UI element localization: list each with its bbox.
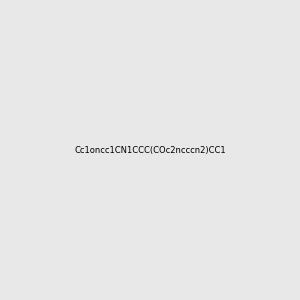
Text: Cc1oncc1CN1CCC(COc2ncccn2)CC1: Cc1oncc1CN1CCC(COc2ncccn2)CC1 <box>74 146 226 154</box>
